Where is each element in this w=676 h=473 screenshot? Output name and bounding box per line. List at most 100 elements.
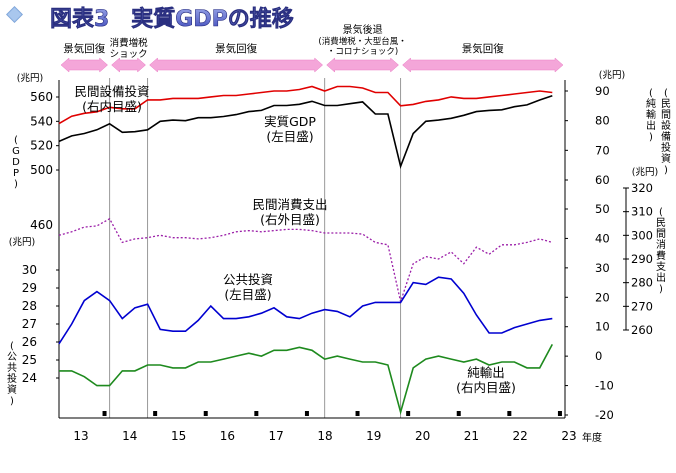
net-exports-axis-title-char: (: [649, 88, 653, 99]
year-tick-mark: [406, 411, 411, 416]
consumption-axis-tick-label: 320: [631, 181, 653, 195]
year-tick-mark: [355, 411, 360, 416]
year-tick-mark: [456, 411, 461, 416]
gdp-axis-title-char: P: [13, 168, 19, 179]
year-tick-mark: [557, 411, 562, 416]
gdp-axis-title-char: G: [12, 146, 20, 157]
public-axis-tick-label: 29: [22, 281, 37, 295]
period-band-arrow: [111, 57, 146, 73]
year-tick-mark: [254, 411, 259, 416]
net-exports-axis-tick-label: 10: [595, 320, 610, 334]
equipment-axis-tick-label: 90: [595, 84, 610, 98]
net-exports-axis-tick-label: -10: [595, 379, 614, 393]
gdp-axis-title-char: D: [12, 157, 20, 168]
public-axis-title-char: 投: [7, 372, 17, 385]
period-band-label: ショック: [110, 49, 148, 60]
consumption-axis-title-char: ): [659, 284, 663, 295]
series-axis-note: (右内目盛): [82, 99, 142, 114]
equipment-axis-tick-label: 60: [595, 173, 610, 187]
consumption-axis-unit: (兆円): [632, 167, 658, 178]
series-labels: 民間設備投資(右内目盛)実質GDP(左目盛)民間消費支出(右外目盛)公共投資(左…: [74, 84, 515, 395]
period-band-label: 消費増税: [110, 37, 149, 49]
x-tick-label: 23: [561, 429, 576, 443]
public-axis-title: (公共投資): [7, 341, 17, 407]
series-line: [58, 95, 553, 169]
public-axis-tick-label: 24: [22, 371, 37, 385]
series-line: [58, 276, 553, 345]
net-exports-axis-tick-label: 0: [595, 349, 602, 363]
net-exports-axis-title-char: 純: [646, 97, 656, 110]
consumption-axis-tick-label: 290: [631, 252, 653, 266]
series-axis-note: (左目盛): [224, 287, 271, 302]
gdp-axis-tick-label: 500: [30, 163, 53, 177]
consumption-axis-title-char: 出: [656, 271, 666, 284]
series-name-label: 実質GDP: [264, 114, 316, 129]
year-tick-mark: [304, 411, 309, 416]
equipment-axis-title-char: 備: [661, 130, 671, 143]
series-axis-note: (左目盛): [266, 129, 313, 144]
period-band-arrow: [326, 57, 399, 73]
year-tick-mark: [153, 411, 158, 416]
x-tick-label: 19: [366, 429, 381, 443]
consumption-axis-title-char: (: [659, 207, 663, 218]
equipment-axis-title-char: (: [664, 88, 668, 99]
consumption-axis-title-char: 費: [656, 249, 666, 262]
x-tick-label: 21: [464, 429, 479, 443]
public-axis-title-char: (: [10, 341, 14, 352]
chart-title-block: 図表3 実質GDPの推移: [6, 6, 294, 32]
series-name-label: 純輸出: [467, 365, 505, 380]
gdp-axis-title-char: ): [14, 179, 18, 190]
consumption-axis-title-char: 支: [656, 261, 666, 273]
public-axis-tick-label: 30: [22, 263, 37, 277]
x-tick-label: 18: [317, 429, 332, 443]
x-tick-label: 17: [269, 429, 284, 443]
gdp-axis-title: (GDP): [12, 135, 20, 190]
equipment-axis-title-char: 民: [661, 98, 671, 110]
x-tick-label: 20: [415, 429, 430, 443]
equipment-axis-title-char: 資: [661, 153, 671, 165]
equipment-axis-title-char: 設: [661, 119, 671, 132]
equipment-axis-title-char: ): [664, 165, 668, 176]
series-axis-note: (右外目盛): [260, 212, 320, 227]
period-band-label: 景気回復: [215, 42, 257, 55]
period-band-arrow: [60, 57, 108, 73]
period-band-label: 景気回復: [63, 42, 105, 55]
period-band-label: ・コロナショック): [327, 47, 398, 57]
series-line: [58, 85, 553, 125]
consumption-axis-title: (民間消費支出): [656, 207, 666, 295]
consumption-stub-unit: (兆円): [9, 237, 35, 248]
consumption-stub-tick-label: 460: [30, 218, 53, 232]
net-exports-axis-title-char: 輸: [646, 108, 656, 121]
public-axis-title-char: 資: [7, 384, 17, 396]
equipment-axis-unit: (兆円): [599, 70, 625, 81]
equipment-axis-title-char: 間: [661, 109, 671, 121]
public-axis-title-char: 共: [7, 362, 17, 374]
period-band-label: 景気後退: [343, 23, 383, 36]
grid-layer: [109, 78, 402, 418]
period-band-label: (消費増税・大型台風・: [318, 36, 406, 47]
series-axis-note: (右内目盛): [456, 380, 516, 395]
consumption-axis-tick-label: 260: [631, 323, 653, 337]
year-tick-mark: [507, 411, 512, 416]
x-tick-label: 14: [122, 429, 137, 443]
series-layer: [58, 85, 554, 416]
period-band-arrow: [402, 57, 564, 73]
x-tick-label: 22: [513, 429, 528, 443]
net-exports-axis-title: (純輸出): [646, 88, 656, 143]
gdp-axis-title-char: (: [14, 135, 18, 146]
public-axis-tick-label: 25: [22, 353, 37, 367]
gdp-axis-tick-label: 560: [30, 90, 53, 104]
series-name-label: 民間設備投資: [74, 84, 149, 99]
consumption-axis-title-char: 消: [656, 238, 666, 251]
year-tick-mark: [102, 411, 107, 416]
public-axis-title-char: ): [10, 396, 14, 407]
public-axis-tick-label: 28: [22, 299, 37, 313]
period-band-arrow: [149, 57, 324, 73]
year-tick-mark: [203, 411, 208, 416]
gdp-axis-tick-label: 540: [30, 114, 53, 128]
equipment-axis-title-char: 投: [661, 141, 671, 154]
gdp-axis-unit: (兆円): [17, 73, 43, 84]
x-tick-label: 16: [220, 429, 235, 443]
